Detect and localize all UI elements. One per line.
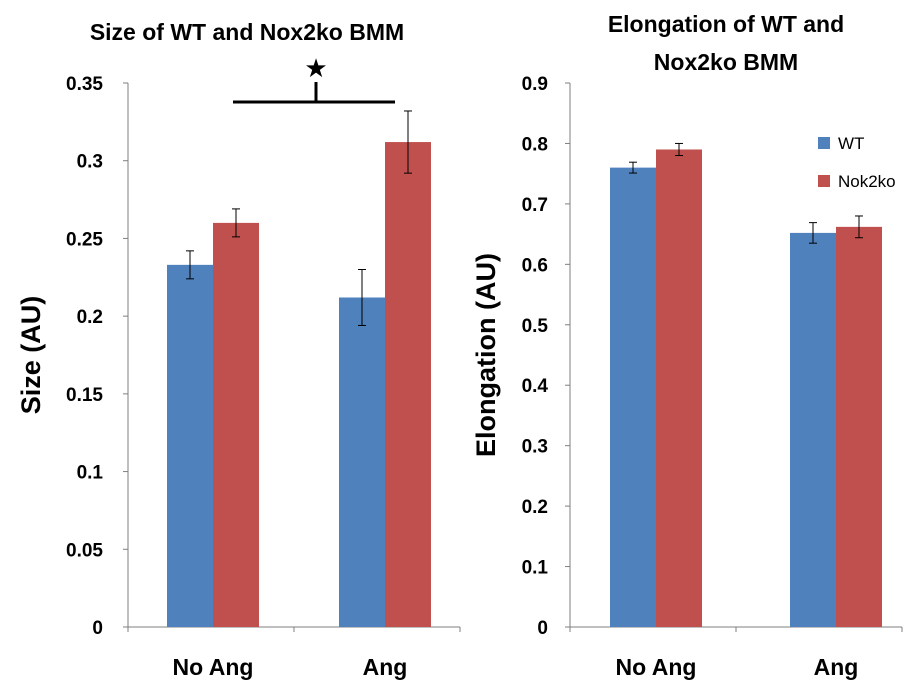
elongation-chart: Elongation of WT and Nox2ko BMM 0 0.1 0.2 0.3… [471, 11, 903, 680]
y-tick-label: 0.25 [66, 229, 103, 250]
bar-series1-ang [385, 142, 431, 627]
y-tick-label: 0.15 [66, 385, 103, 406]
bar-series1-ang [836, 226, 882, 627]
y-tick-label: 0.05 [66, 540, 103, 561]
size-chart: Size of WT and Nox2ko BMM 0 0.05 0.1 0.15 0.2… [16, 19, 461, 680]
x-category-label: Ang [814, 654, 859, 680]
legend-swatch [818, 137, 830, 149]
significance-star-icon: ★ [304, 54, 327, 84]
y-tick-label: 0.3 [77, 152, 103, 173]
y-tick-label: 0.9 [522, 74, 548, 95]
y-tick-label: 0 [92, 618, 103, 639]
y-axis-label: Elongation (AU) [471, 253, 501, 457]
chart-title: Size of WT and Nox2ko BMM [90, 19, 404, 45]
y-tick-label: 0.4 [522, 376, 549, 397]
y-tick-label: 0 [537, 618, 548, 639]
y-tick-label: 0.2 [522, 497, 548, 518]
chart-title-line: Elongation of WT and [608, 11, 844, 37]
y-tick-label: 0.5 [522, 316, 549, 337]
y-tick-label: 0.3 [522, 437, 548, 458]
legend-label: Nok2ko [838, 172, 896, 191]
bar-series0-no-ang [167, 264, 213, 627]
y-tick-label: 0.1 [77, 463, 104, 484]
x-category-label: Ang [363, 654, 408, 680]
x-category-label: No Ang [616, 654, 697, 680]
bar-series0-no-ang [610, 167, 656, 627]
y-tick-label: 0.7 [522, 195, 548, 216]
legend-swatch [818, 175, 830, 187]
legend-label: WT [838, 134, 864, 153]
y-axis-label: Size (AU) [16, 296, 46, 415]
bar-series1-no-ang [656, 149, 702, 627]
bar-series0-ang [790, 232, 836, 627]
y-tick-label: 0.1 [522, 558, 549, 579]
y-tick-label: 0.6 [522, 255, 548, 276]
bar-series0-ang [339, 297, 385, 627]
y-tick-label: 0.2 [77, 307, 103, 328]
x-category-label: No Ang [173, 654, 254, 680]
y-tick-label: 0.8 [522, 134, 548, 155]
y-tick-label: 0.35 [66, 74, 103, 95]
bar-series1-no-ang [213, 222, 259, 627]
chart-title-line: Nox2ko BMM [654, 49, 798, 75]
